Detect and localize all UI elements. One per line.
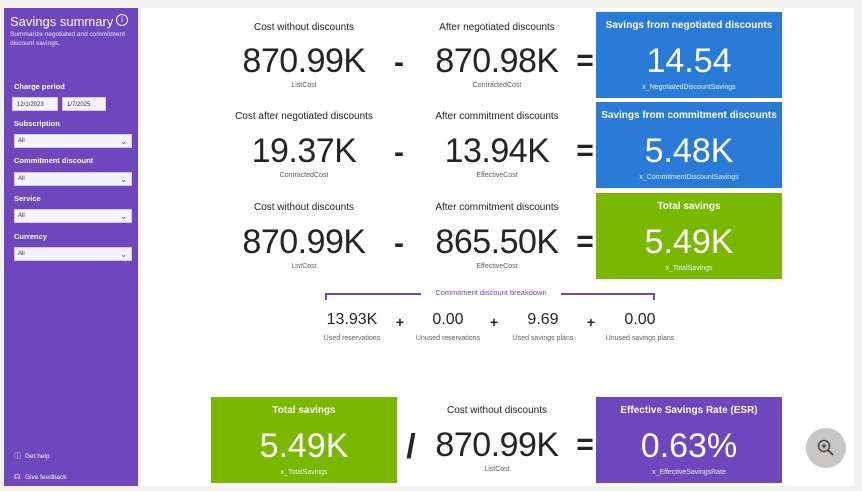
row2-left-label: Cost after negotiated discounts: [235, 111, 373, 122]
row1-equals: =: [576, 44, 594, 77]
commitment-discount-value: All: [18, 176, 25, 182]
esr-equals: =: [576, 428, 594, 461]
row3-right-label: After commitment discounts: [435, 202, 559, 213]
filter-sidebar: Savings summary i Summarize negotiated a…: [4, 8, 138, 486]
unused-reservations-value: 0.00: [432, 311, 464, 328]
commitment-savings-card: Savings from commitment discounts 5.48K …: [596, 102, 782, 188]
feedback-icon: ☊: [14, 474, 21, 481]
subscription-label: Subscription: [14, 119, 60, 128]
row3-minus: -: [394, 227, 404, 260]
row1-right-value: 870.98K: [435, 42, 559, 80]
commitment-savings-title: Savings from commitment discounts: [601, 110, 777, 121]
commitment-discount-dropdown[interactable]: All ⌄: [14, 172, 132, 186]
esr-divide: /: [406, 428, 416, 466]
chevron-down-icon: ⌄: [120, 137, 127, 146]
esr-total-savings-value: 5.49K: [259, 427, 349, 465]
negotiated-savings-sub: x_NegotiatedDiscountSavings: [642, 84, 736, 91]
row1-left-label: Cost without discounts: [253, 22, 355, 33]
esr-total-savings-title: Total savings: [272, 405, 336, 416]
row3-left-value: 870.99K: [242, 223, 366, 261]
used-reservations-value: 13.93K: [326, 311, 378, 328]
subscription-value: All: [18, 138, 25, 144]
breakdown-title: Commitment discount breakdown: [421, 288, 561, 297]
negotiated-savings-value: 14.54: [646, 42, 732, 80]
chevron-down-icon: ⌄: [120, 212, 127, 221]
breakdown-plus: +: [489, 314, 499, 330]
row2-left-value: 19.37K: [251, 132, 357, 170]
commitment-discount-label: Commitment discount: [14, 156, 94, 165]
give-feedback-label: Give feedback: [25, 474, 67, 481]
esr-sub: x_EffectiveSavingsRate: [652, 469, 726, 476]
unused-savings-plans-value: 0.00: [624, 311, 656, 328]
chevron-down-icon: ⌄: [120, 250, 127, 259]
esr-value: 0.63%: [640, 427, 738, 465]
row1-right-label: After negotiated discounts: [439, 22, 555, 33]
service-value: All: [18, 213, 25, 219]
chevron-down-icon: ⌄: [120, 175, 127, 184]
commitment-savings-value: 5.48K: [644, 132, 734, 170]
row3-right-value: 865.50K: [435, 223, 559, 261]
sidebar-subtitle: Summarize negotiated and commitment disc…: [10, 31, 125, 47]
help-icon: ⓘ: [14, 453, 21, 460]
esr-title: Effective Savings Rate (ESR): [620, 405, 758, 416]
unused-savings-plans-label: Unused savings plans: [605, 335, 675, 342]
row1-right-sub: ContractedCost: [472, 82, 522, 89]
currency-dropdown[interactable]: All ⌄: [14, 247, 132, 261]
total-savings-card: Total savings 5.49K x_TotalSavings: [596, 193, 782, 279]
total-savings-value: 5.49K: [644, 223, 734, 261]
negotiated-savings-card: Savings from negotiated discounts 14.54 …: [596, 12, 782, 98]
row2-equals: =: [576, 134, 594, 167]
used-savings-plans-value: 9.69: [527, 311, 559, 328]
row3-right-sub: EffectiveCost: [476, 263, 518, 270]
row2-right-label: After commitment discounts: [435, 111, 559, 122]
get-help-label: Get help: [25, 453, 50, 460]
subscription-dropdown[interactable]: All ⌄: [14, 134, 132, 148]
esr-total-savings-card: Total savings 5.49K x_TotalSavings: [211, 397, 397, 483]
used-reservations-label: Used reservations: [323, 335, 381, 342]
esr-card: Effective Savings Rate (ESR) 0.63% x_Eff…: [596, 397, 782, 483]
commitment-savings-sub: x_CommitmentDiscountSavings: [639, 174, 739, 181]
row1-left-sub: ListCost: [291, 82, 317, 89]
total-savings-title: Total savings: [657, 201, 721, 212]
service-dropdown[interactable]: All ⌄: [14, 209, 132, 223]
row2-left-sub: ContractedCost: [279, 172, 329, 179]
unused-reservations-label: Unused reservations: [415, 335, 481, 342]
report-main: Cost without discounts 870.99K ListCost …: [141, 8, 854, 486]
esr-middle-value: 870.99K: [435, 426, 559, 464]
row3-left-label: Cost without discounts: [253, 202, 355, 213]
esr-middle-label: Cost without discounts: [446, 405, 548, 416]
date-end-input[interactable]: 1/7/2025: [62, 97, 106, 111]
row3-left-sub: ListCost: [291, 263, 317, 270]
info-icon[interactable]: i: [116, 14, 128, 26]
row1-left-value: 870.99K: [242, 42, 366, 80]
zoom-in-icon: [817, 439, 834, 456]
currency-label: Currency: [14, 232, 47, 241]
get-help-link[interactable]: ⓘ Get help: [14, 451, 50, 461]
row2-right-value: 13.94K: [444, 132, 550, 170]
service-label: Service: [14, 194, 41, 203]
total-savings-sub: x_TotalSavings: [665, 265, 713, 272]
sidebar-title: Savings summary: [10, 14, 114, 29]
esr-middle-sub: ListCost: [484, 466, 510, 473]
used-savings-plans-label: Used savings plans: [512, 335, 574, 342]
row2-minus: -: [394, 136, 404, 169]
date-start-input[interactable]: 12/1/2023: [12, 97, 58, 111]
breakdown-plus: +: [395, 314, 405, 330]
row2-right-sub: EffectiveCost: [476, 172, 518, 179]
charge-period-label: Charge period: [14, 82, 65, 91]
negotiated-savings-title: Savings from negotiated discounts: [605, 20, 773, 31]
row3-equals: =: [576, 225, 594, 258]
row1-minus: -: [394, 46, 404, 79]
breakdown-plus: +: [586, 314, 596, 330]
zoom-button[interactable]: [806, 428, 846, 468]
currency-value: All: [18, 251, 25, 257]
esr-total-savings-sub: x_TotalSavings: [280, 469, 328, 476]
give-feedback-link[interactable]: ☊ Give feedback: [14, 473, 67, 481]
